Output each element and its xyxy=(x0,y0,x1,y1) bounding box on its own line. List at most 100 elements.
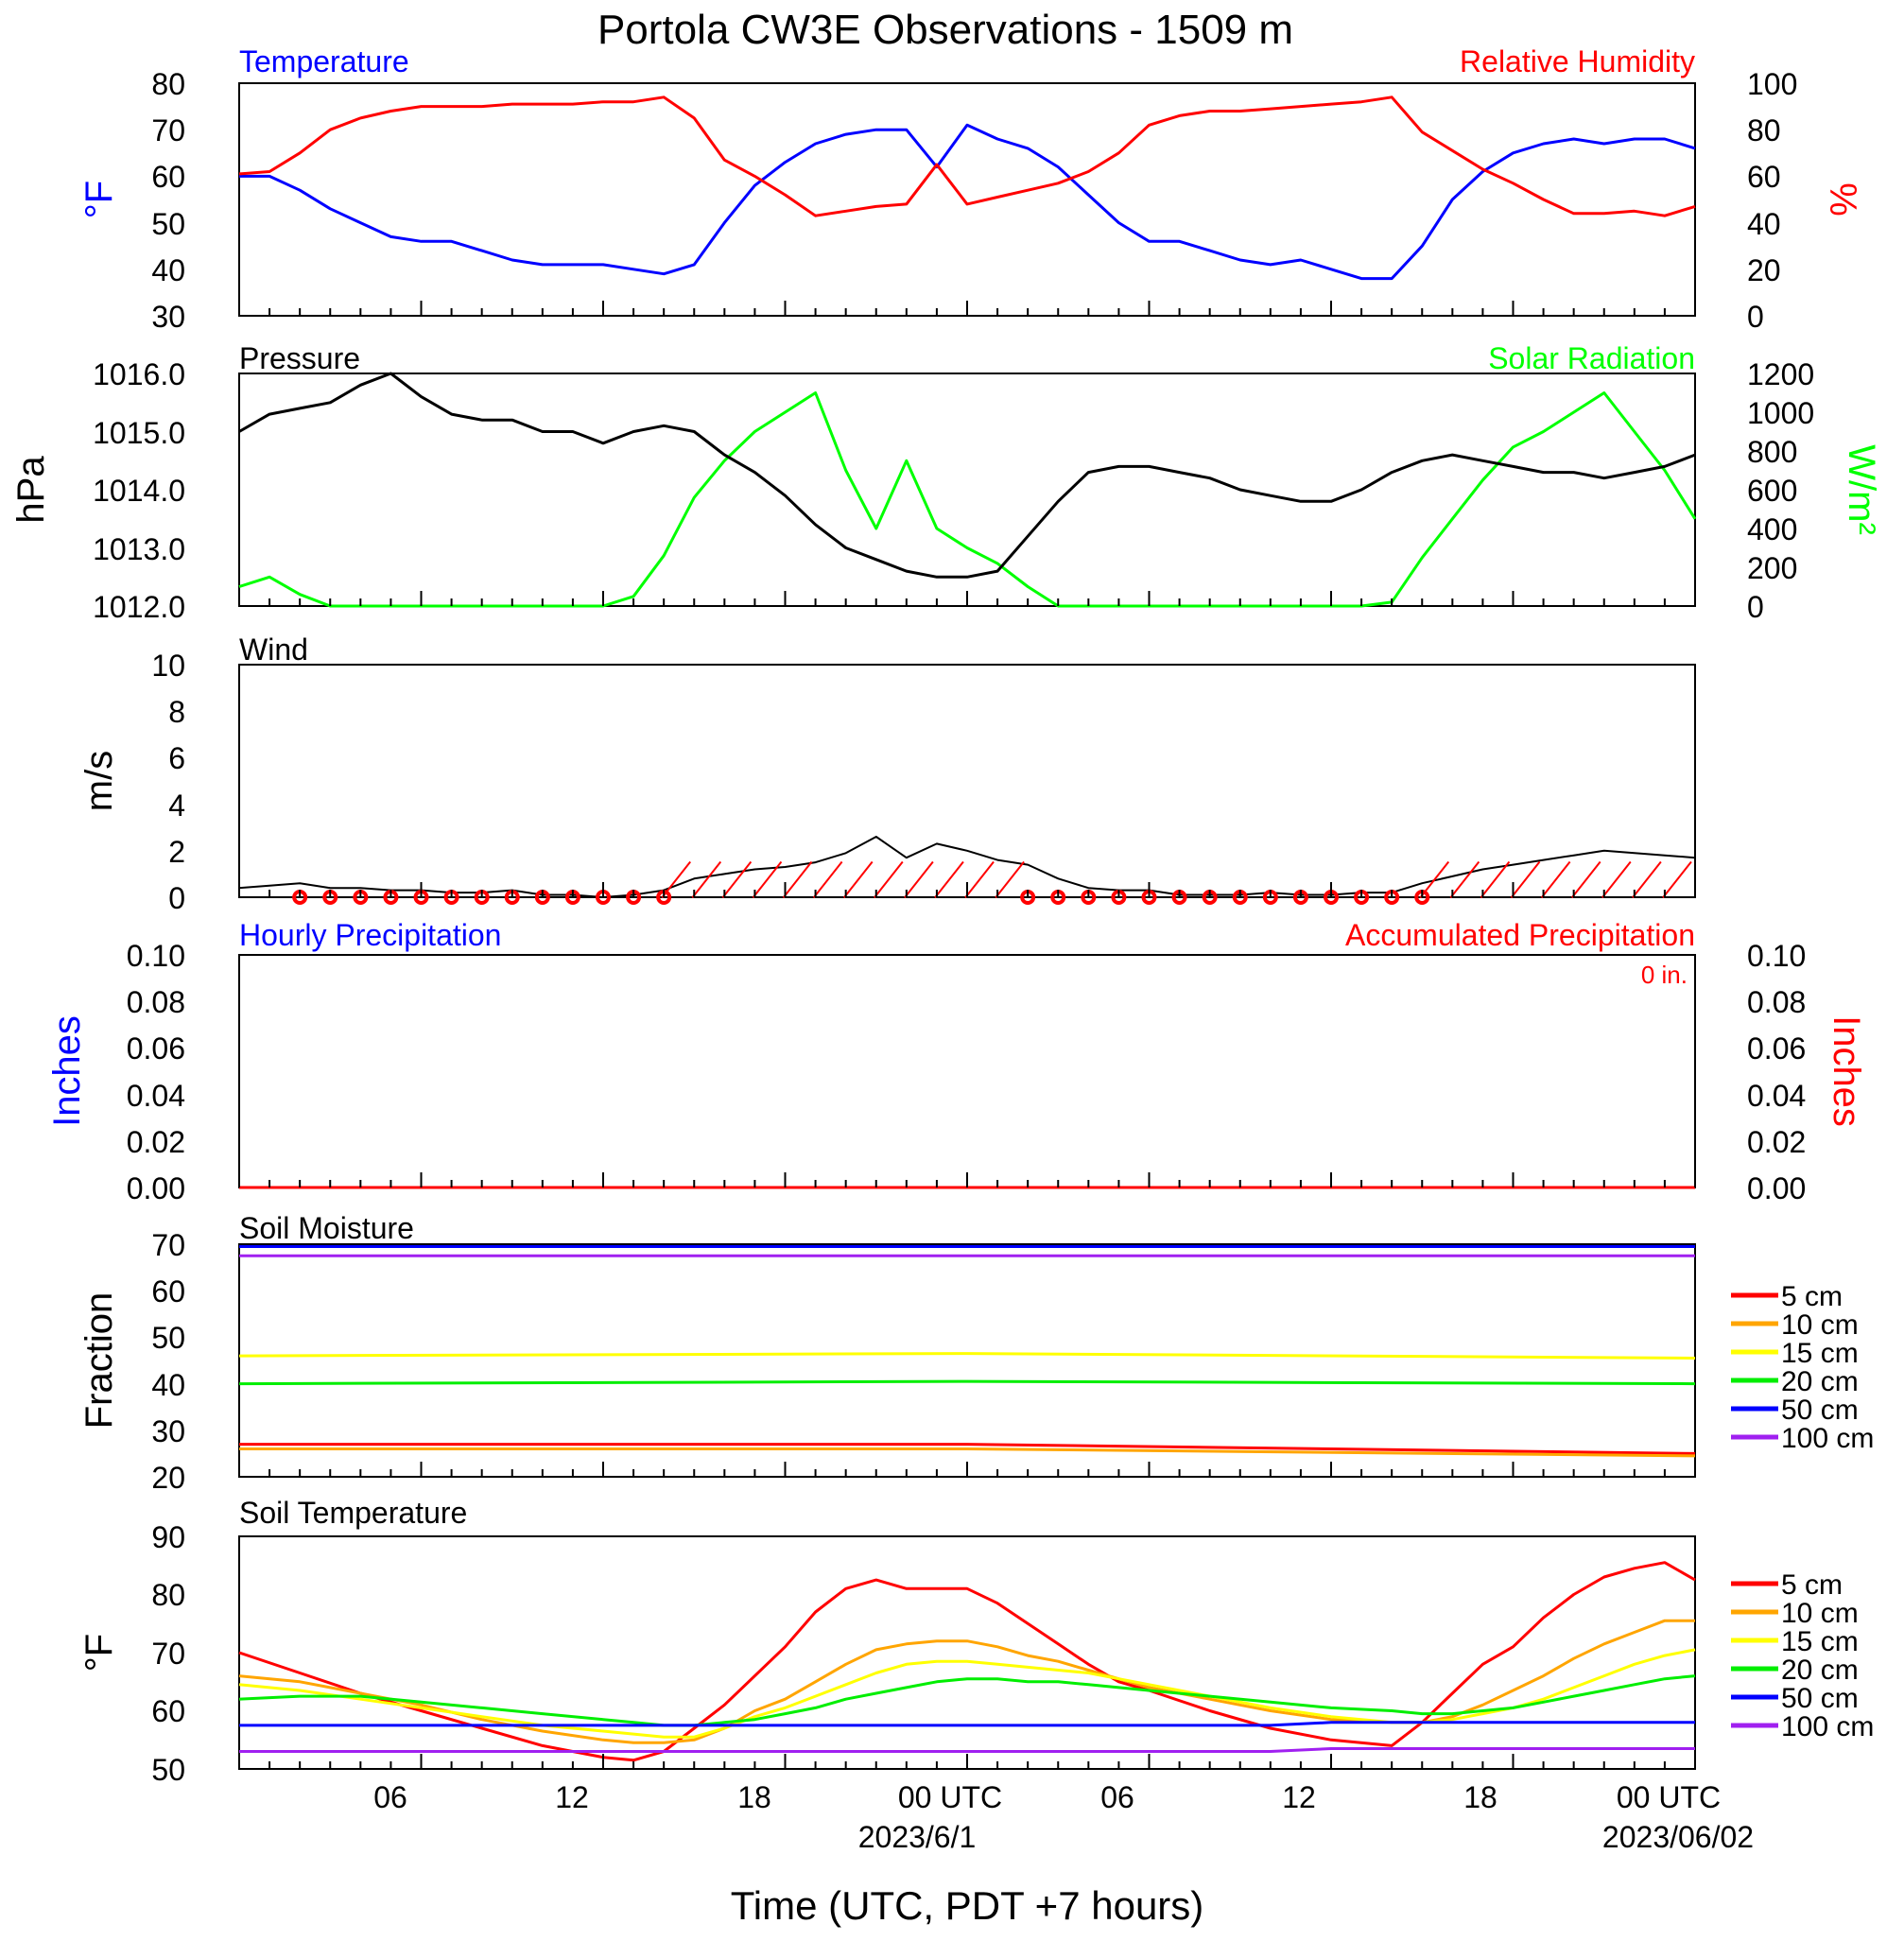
humidity-title: Relative Humidity xyxy=(1460,44,1695,78)
wind-tick-label: 8 xyxy=(168,695,185,729)
solar-tick-label: 1200 xyxy=(1747,357,1814,391)
temp-tick-label: 30 xyxy=(151,300,185,334)
precip-left-ticks: 0.10 0.08 0.06 0.04 0.02 0.00 xyxy=(127,939,185,1205)
wind-barb xyxy=(1540,860,1571,899)
temp-tick-label: 40 xyxy=(151,253,185,287)
accum-tick-label: 0.10 xyxy=(1747,939,1806,973)
soil-temperature-left-ticks: 90 80 70 60 50 xyxy=(151,1520,185,1787)
x-tick-label: 12 xyxy=(555,1780,589,1814)
wind-tick-label: 6 xyxy=(168,741,185,775)
wind-barb xyxy=(934,860,964,899)
x-tick-label: 18 xyxy=(737,1780,771,1814)
hourly-precip-axis-label: Inches xyxy=(46,1015,88,1127)
soil-moisture-line-20cm xyxy=(238,1379,1696,1386)
soil-moisture-series-layer xyxy=(238,1245,1696,1458)
legend-label: 10 cm xyxy=(1781,1309,1859,1341)
legend-label: 20 cm xyxy=(1781,1655,1859,1686)
x-tick-label: 06 xyxy=(1100,1780,1134,1814)
soil-temp-line-5cm xyxy=(238,1561,1696,1762)
solar-tick-label: 200 xyxy=(1747,551,1797,585)
precip-tick-label: 0.10 xyxy=(127,939,185,973)
pressure-series-layer xyxy=(238,372,1697,608)
sm-tick-label: 70 xyxy=(151,1228,185,1262)
soil-moisture-axis-label: Fraction xyxy=(78,1292,120,1430)
rh-tick-label: 80 xyxy=(1747,113,1781,147)
solar-tick-label: 400 xyxy=(1747,512,1797,546)
accum-tick-label: 0.04 xyxy=(1747,1079,1806,1113)
wind-barb xyxy=(1419,860,1450,899)
wind-barb xyxy=(752,860,783,899)
legend-label: 50 cm xyxy=(1781,1683,1859,1714)
pressure-tick-label: 1014.0 xyxy=(93,474,185,508)
pressure-axis-label: hPa xyxy=(10,456,52,524)
wind-barb xyxy=(721,860,753,899)
x-tick-label: 06 xyxy=(373,1780,407,1814)
x-tick-marks xyxy=(238,301,1696,1769)
legend-label: 5 cm xyxy=(1781,1281,1843,1312)
rh-tick-label: 0 xyxy=(1747,300,1764,334)
legend-label: 5 cm xyxy=(1781,1569,1843,1601)
rh-tick-label: 40 xyxy=(1747,207,1781,241)
wind-barb xyxy=(661,860,691,899)
wind-tick-label: 10 xyxy=(151,649,185,683)
accum-tick-label: 0.02 xyxy=(1747,1125,1806,1159)
wind-barb xyxy=(1601,860,1632,899)
precip-tick-label: 0.08 xyxy=(127,985,185,1019)
x-tick-label: 18 xyxy=(1463,1780,1497,1814)
wind-barb xyxy=(874,860,904,899)
panel-soil-temperature-frame xyxy=(238,1535,1696,1770)
precip-tick-label: 0.02 xyxy=(127,1125,185,1159)
figure-title: Portola CW3E Observations - 1509 m xyxy=(597,7,1293,53)
hourly-precip-title: Hourly Precipitation xyxy=(239,918,501,952)
wind-tick-label: 0 xyxy=(168,881,185,915)
solar-tick-label: 0 xyxy=(1747,590,1764,624)
wind-barb xyxy=(1632,860,1662,899)
accum-precip-title: Accumulated Precipitation xyxy=(1345,918,1695,952)
soil-temp-line-100cm xyxy=(239,1747,1695,1753)
accum-precip-total: 0 in. xyxy=(1641,961,1688,989)
x-tick-label: 00 UTC xyxy=(898,1780,1002,1814)
sm-tick-label: 50 xyxy=(151,1321,185,1355)
temperature-series-layer xyxy=(238,95,1696,281)
pressure-line xyxy=(238,372,1696,579)
accum-tick-label: 0.06 xyxy=(1747,1031,1806,1066)
panel-soil-moisture-frame xyxy=(238,1243,1696,1478)
st-tick-label: 70 xyxy=(151,1637,185,1671)
rh-tick-label: 20 xyxy=(1747,253,1781,287)
solar-axis-label: W/m² xyxy=(1841,444,1882,535)
legend-label: 50 cm xyxy=(1781,1395,1859,1426)
wind-title: Wind xyxy=(239,633,308,667)
temperature-line xyxy=(239,123,1696,281)
legend-label: 100 cm xyxy=(1781,1423,1874,1454)
soil-temp-line-20cm xyxy=(238,1674,1696,1727)
panel-precipitation: Hourly Precipitation Accumulated Precipi… xyxy=(46,918,1867,1205)
wind-barb xyxy=(964,860,995,899)
rh-tick-label: 60 xyxy=(1747,160,1781,194)
sm-tick-label: 60 xyxy=(151,1274,185,1308)
legend-label: 15 cm xyxy=(1781,1626,1859,1657)
temp-tick-label: 60 xyxy=(151,160,185,194)
sm-tick-label: 40 xyxy=(151,1368,185,1402)
wind-barb xyxy=(1449,860,1480,899)
x-axis: 06 12 18 00 UTC 06 12 18 00 UTC 2023/6/1… xyxy=(373,1780,1754,1928)
wind-barb xyxy=(812,860,843,899)
pressure-title: Pressure xyxy=(239,341,360,375)
panel-precipitation-frame xyxy=(238,954,1696,1188)
solar-right-ticks: 1200 1000 800 600 400 200 0 xyxy=(1747,357,1814,624)
soil-moisture-legend: 5 cm 10 cm 15 cm 20 cm 50 cm 100 cm xyxy=(1731,1281,1874,1454)
humidity-line xyxy=(238,95,1696,217)
temperature-left-ticks: 80 70 60 50 40 30 xyxy=(151,67,185,334)
panel-temperature-frame xyxy=(238,82,1696,317)
panel-wind-frame xyxy=(238,664,1696,898)
panel-soil-temperature: Soil Temperature °F 90 80 70 60 50 5 cm … xyxy=(78,1496,1874,1787)
wind-barb xyxy=(904,860,934,899)
soil-moisture-line-5cm xyxy=(239,1443,1696,1455)
soil-temperature-legend: 5 cm 10 cm 15 cm 20 cm 50 cm 100 cm xyxy=(1731,1569,1874,1742)
st-tick-label: 90 xyxy=(151,1520,185,1554)
soil-moisture-title: Soil Moisture xyxy=(239,1211,414,1245)
soil-temperature-title: Soil Temperature xyxy=(239,1496,467,1530)
soil-moisture-line-15cm xyxy=(238,1352,1696,1360)
wind-left-ticks: 10 8 6 4 2 0 xyxy=(151,649,185,915)
accum-tick-label: 0.00 xyxy=(1747,1171,1806,1205)
precip-tick-label: 0.00 xyxy=(127,1171,185,1205)
